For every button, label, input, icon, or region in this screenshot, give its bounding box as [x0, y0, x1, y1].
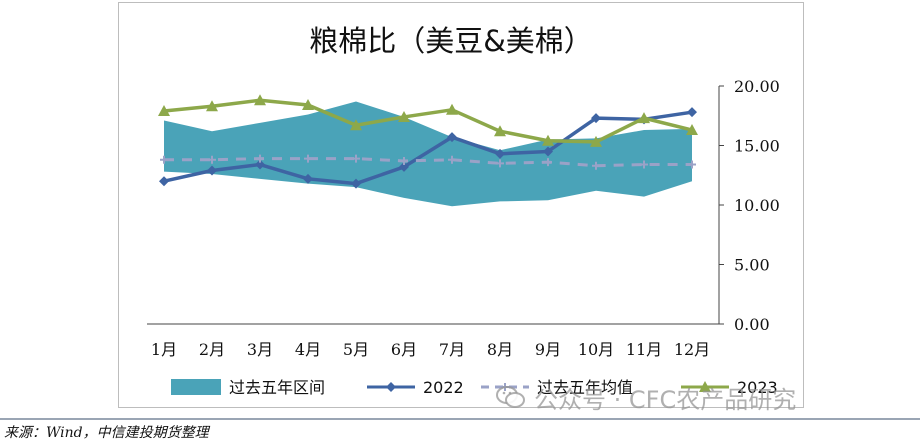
data-point	[159, 176, 169, 187]
x-tick-label: 4月	[295, 340, 321, 359]
series-line-2022	[163, 110, 693, 186]
legend-label: 过去五年均值	[537, 378, 633, 397]
x-tick-label: 3月	[247, 340, 273, 359]
chart-frame: 粮棉比（美豆&美棉） 0.00 5.00 10.00 15.00 20.00 1月 2月 3月…	[118, 2, 804, 408]
data-point	[302, 99, 314, 111]
series-line-2023	[163, 98, 693, 144]
data-point	[255, 159, 265, 170]
data-point	[256, 154, 264, 163]
data-point	[303, 173, 313, 184]
x-tick-label: 10月	[578, 340, 614, 359]
x-tick-label: 9月	[535, 340, 561, 359]
chart-svg: 粮棉比（美豆&美棉） 0.00 5.00 10.00 15.00 20.00 1月 2月 3月…	[147, 24, 780, 397]
chart-title: 粮棉比（美豆&美棉）	[309, 24, 593, 58]
data-point	[640, 160, 648, 169]
x-tick-label: 8月	[487, 340, 513, 359]
series-line-过去五年均值	[164, 157, 692, 168]
legend-marker	[699, 381, 711, 392]
data-point	[400, 156, 408, 165]
y-tick-label: 5.00	[734, 256, 770, 275]
data-point	[160, 155, 168, 164]
data-point	[544, 158, 552, 167]
data-point	[350, 119, 362, 131]
data-point	[254, 94, 266, 106]
data-point	[496, 159, 504, 168]
data-point	[592, 161, 600, 170]
legend-marker	[386, 382, 396, 392]
x-tick-label: 11月	[626, 340, 662, 359]
data-point	[304, 154, 312, 163]
x-tick-label: 12月	[674, 340, 710, 359]
x-tick-label: 7月	[439, 340, 465, 359]
data-point	[591, 113, 601, 124]
data-point	[495, 148, 505, 159]
data-point	[208, 155, 216, 164]
data-point	[687, 107, 697, 118]
y-tick-label: 15.00	[734, 137, 780, 156]
watermark: 公众号 · CFC农产品研究	[496, 380, 796, 414]
data-point	[638, 112, 650, 124]
data-point	[688, 160, 696, 169]
data-point	[352, 154, 360, 163]
x-tick-label: 6月	[391, 340, 417, 359]
x-tick-label: 2月	[199, 340, 225, 359]
y-tick-label: 0.00	[734, 315, 770, 334]
data-point	[398, 110, 410, 122]
divider	[0, 418, 920, 420]
data-point	[447, 132, 457, 143]
data-point	[158, 104, 170, 116]
data-point	[448, 155, 456, 164]
wechat-icon	[496, 384, 526, 410]
legend-label: 2022	[423, 378, 464, 397]
x-tick-label: 1月	[151, 340, 177, 359]
legend-swatch-range-band	[171, 379, 221, 395]
data-point	[399, 161, 409, 172]
legend-label: 过去五年区间	[229, 378, 325, 397]
data-point	[351, 178, 361, 189]
data-point	[686, 124, 698, 136]
data-point	[494, 125, 506, 137]
watermark-text: 公众号 · CFC农产品研究	[534, 385, 797, 414]
y-tick-label: 10.00	[734, 196, 780, 215]
source-note: 来源：Wind，中信建投期货整理	[4, 425, 209, 441]
y-tick-label: 20.00	[734, 77, 780, 96]
data-point	[542, 134, 554, 146]
x-tick-label: 5月	[343, 340, 369, 359]
data-point	[543, 146, 553, 157]
data-point	[207, 165, 217, 176]
data-point	[446, 103, 458, 115]
legend-label: 2023	[737, 378, 778, 397]
data-point	[206, 100, 218, 112]
data-point	[590, 135, 602, 147]
